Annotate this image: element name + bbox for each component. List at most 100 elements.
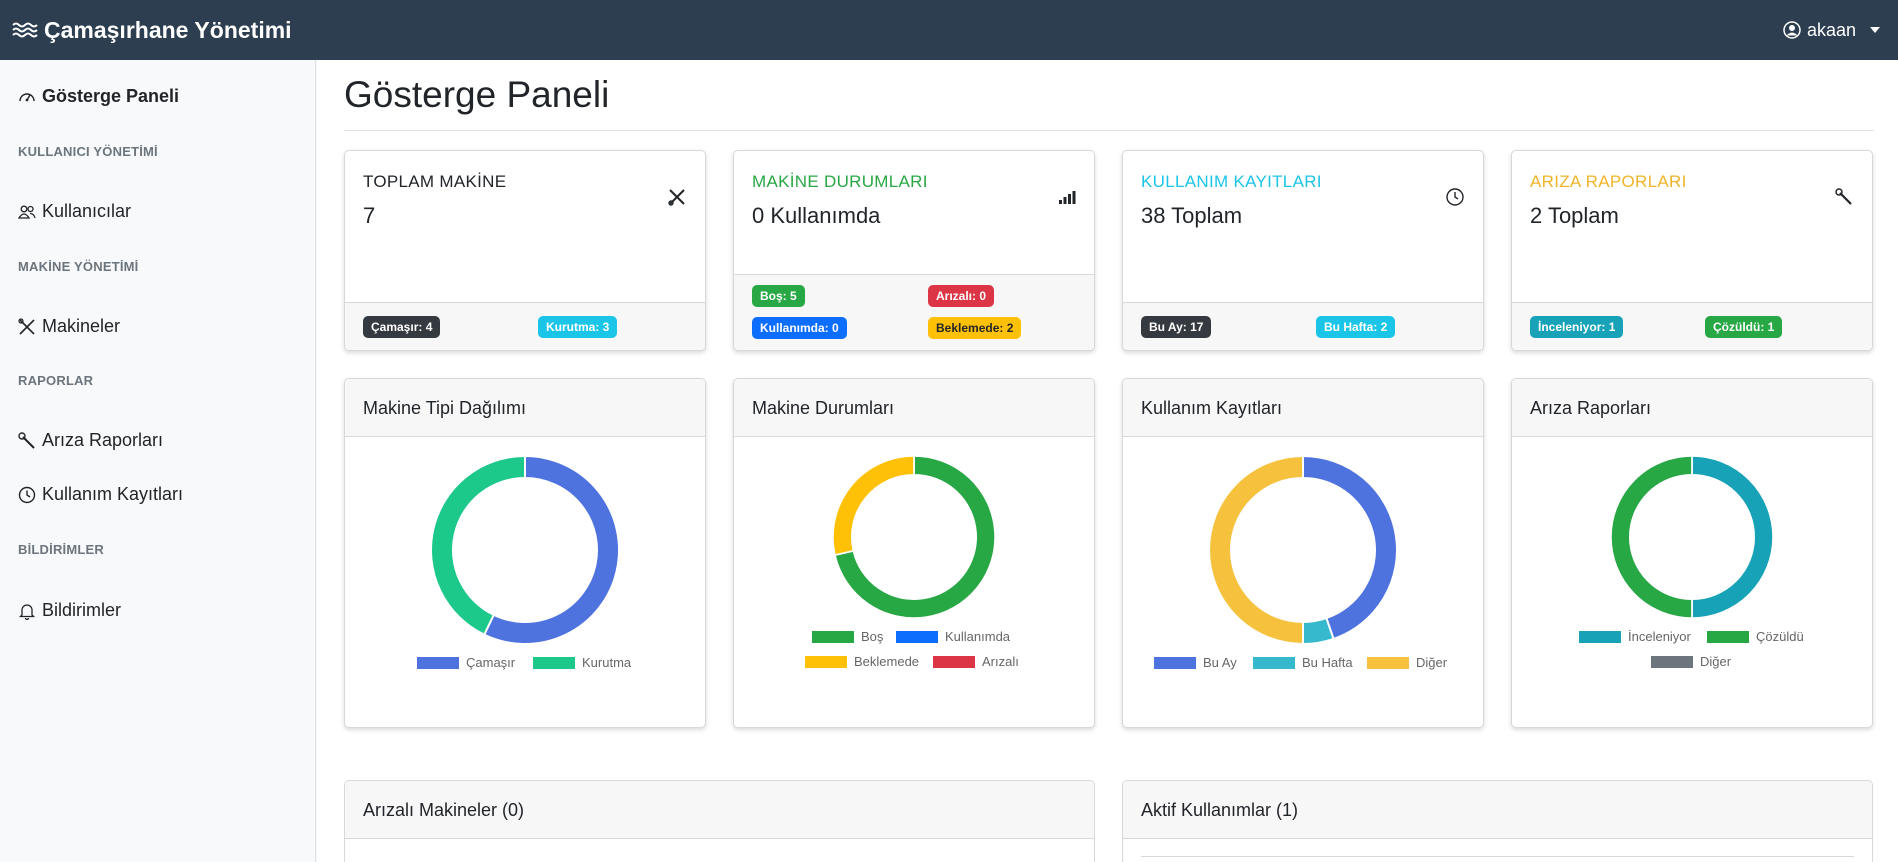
faulty-machines-card: Arızalı Makineler (0)	[344, 780, 1095, 862]
stat-value: 38 Toplam	[1141, 203, 1243, 228]
brand[interactable]: Çamaşırhane Yönetimi	[12, 17, 292, 44]
legend-label: İnceleniyor	[1628, 629, 1691, 644]
card-header: Makine Tipi Dağılımı	[345, 379, 705, 437]
card-header: Arızalı Makineler (0)	[345, 781, 1094, 839]
sidebar-item-fault-reports[interactable]: Arıza Raporları	[18, 430, 163, 451]
donut-chart-machine-type	[430, 455, 620, 645]
clock-icon	[18, 486, 36, 503]
tools-icon	[668, 189, 685, 206]
donut-slice-çamaşır[interactable]	[482, 455, 620, 645]
sidebar-item-label: Bildirimler	[42, 600, 122, 620]
tools-icon	[18, 317, 35, 335]
legend-item[interactable]: Arızalı	[933, 654, 1019, 669]
donut-slice-boş[interactable]	[833, 455, 996, 619]
legend-item[interactable]: Diğer	[1651, 654, 1731, 669]
legend-swatch	[1707, 630, 1749, 643]
legend-swatch	[805, 655, 847, 668]
legend-swatch	[1651, 655, 1693, 668]
stat-card-machine-status: MAKİNE DURUMLARI 0 Kullanımda Boş: 5 Arı…	[733, 150, 1095, 351]
badge-resolved: Çözüldü: 1	[1705, 316, 1783, 338]
legend-item[interactable]: İnceleniyor	[1579, 629, 1691, 644]
chart-card-machine-type: Makine Tipi Dağılımı Çamaşır Kurutma	[344, 378, 706, 728]
section-heading-notifications: BİLDİRİMLER	[18, 542, 104, 557]
legend-item[interactable]: Diğer	[1367, 655, 1447, 670]
wrench-icon	[1835, 188, 1852, 205]
legend-label: Bu Hafta	[1302, 655, 1353, 670]
stat-value: 2 Toplam	[1530, 203, 1619, 228]
legend-label: Çamaşır	[466, 655, 516, 670]
legend-item[interactable]: Bu Ay	[1154, 655, 1237, 670]
stat-card-total-machines: TOPLAM MAKİNE 7 Çamaşır: 4 Kurutma: 3	[344, 150, 706, 351]
section-heading-machines: MAKİNE YÖNETİMİ	[18, 259, 139, 274]
sidebar-item-label: Kullanım Kayıtları	[42, 484, 184, 504]
divider	[344, 130, 1874, 131]
card-title: Arızalı Makineler (0)	[363, 800, 525, 820]
legend-swatch	[1253, 656, 1295, 669]
stat-label: KULLANIM KAYITLARI	[1141, 172, 1322, 191]
donut-slice-i̇nceleniyor[interactable]	[1691, 455, 1774, 619]
chart-card-faults: Arıza Raporları İnceleniyor Çözüldü Diğe…	[1511, 378, 1873, 728]
sidebar: Gösterge Paneli KULLANICI YÖNETİMİ Kulla…	[0, 60, 316, 862]
donut-chart-usage	[1208, 455, 1398, 645]
stat-card-usage: KULLANIM KAYITLARI 38 Toplam Bu Ay: 17 B…	[1122, 150, 1484, 351]
legend-item[interactable]: Çözüldü	[1707, 629, 1804, 644]
brand-title: Çamaşırhane Yönetimi	[44, 16, 292, 43]
wrench-icon	[18, 431, 35, 449]
legend-label: Arızalı	[982, 654, 1019, 669]
speedometer-icon	[19, 92, 35, 101]
legend-swatch	[417, 656, 459, 669]
badge-this-month: Bu Ay: 17	[1141, 316, 1212, 338]
section-heading-reports: RAPORLAR	[18, 373, 94, 388]
stat-label: MAKİNE DURUMLARI	[752, 172, 928, 191]
donut-slice-bu-ay[interactable]	[1302, 455, 1398, 641]
legend-item[interactable]: Kullanımda	[896, 629, 1010, 644]
badge-in-use: Kullanımda: 0	[752, 317, 847, 339]
donut-slice-kurutma[interactable]	[430, 455, 526, 637]
badge-washer: Çamaşır: 4	[363, 316, 441, 338]
user-circle-icon	[1783, 21, 1801, 39]
chart-card-usage: Kullanım Kayıtları Bu Ay Bu Hafta Diğer	[1122, 378, 1484, 728]
donut-slice-diğer[interactable]	[1208, 455, 1304, 645]
sidebar-item-label: Arıza Raporları	[42, 430, 164, 450]
badge-reviewing: İnceleniyor: 1	[1530, 316, 1624, 338]
stat-value: 0 Kullanımda	[752, 203, 881, 228]
legend-item[interactable]: Boş	[812, 629, 883, 644]
sidebar-item-label: Makineler	[42, 316, 121, 336]
sidebar-item-users[interactable]: Kullanıcılar	[18, 201, 131, 222]
card-header: Makine Durumları	[734, 379, 1094, 437]
stat-footer: İnceleniyor: 1 Çözüldü: 1	[1512, 302, 1872, 350]
legend-label: Çözüldü	[1756, 629, 1804, 644]
legend-label: Diğer	[1700, 654, 1732, 669]
legend-label: Boş	[861, 629, 884, 644]
legend-label: Beklemede	[854, 654, 920, 669]
sidebar-item-machines[interactable]: Makineler	[18, 316, 120, 337]
donut-slice-beklemede[interactable]	[832, 455, 915, 557]
legend-item[interactable]: Bu Hafta	[1253, 655, 1353, 670]
legend-item[interactable]: Beklemede	[805, 654, 919, 669]
stat-label: TOPLAM MAKİNE	[363, 172, 507, 191]
stat-value: 7	[363, 203, 376, 228]
legend-label: Kullanımda	[945, 629, 1011, 644]
signal-bars-icon	[1059, 191, 1076, 204]
stat-card-faults: ARIZA RAPORLARI 2 Toplam İnceleniyor: 1 …	[1511, 150, 1873, 351]
user-menu[interactable]: akaan	[1783, 20, 1880, 41]
donut-slice-çözüldü[interactable]	[1610, 455, 1693, 619]
sidebar-item-dashboard[interactable]: Gösterge Paneli	[18, 86, 179, 107]
page-title: Gösterge Paneli	[344, 74, 610, 115]
badge-idle: Boş: 5	[752, 285, 805, 307]
card-header: Kullanım Kayıtları	[1123, 379, 1483, 437]
card-header: Arıza Raporları	[1512, 379, 1872, 437]
stat-label: ARIZA RAPORLARI	[1530, 172, 1687, 191]
legend-swatch	[1154, 656, 1196, 669]
sidebar-item-usage-records[interactable]: Kullanım Kayıtları	[18, 484, 183, 505]
legend-item[interactable]: Kurutma	[533, 655, 631, 670]
legend-item[interactable]: Çamaşır	[417, 655, 515, 670]
section-heading-users: KULLANICI YÖNETİMİ	[18, 144, 158, 159]
chart-card-machine-status: Makine Durumları Boş Kullanımda Beklemed…	[733, 378, 1095, 728]
sidebar-item-notifications[interactable]: Bildirimler	[18, 600, 121, 621]
stat-footer: Boş: 5 Arızalı: 0 Kullanımda: 0 Beklemed…	[734, 274, 1094, 350]
people-icon	[18, 205, 36, 219]
donut-chart-faults	[1610, 455, 1774, 619]
top-navbar: Çamaşırhane Yönetimi akaan	[0, 0, 1898, 60]
badge-dryer: Kurutma: 3	[538, 316, 618, 338]
